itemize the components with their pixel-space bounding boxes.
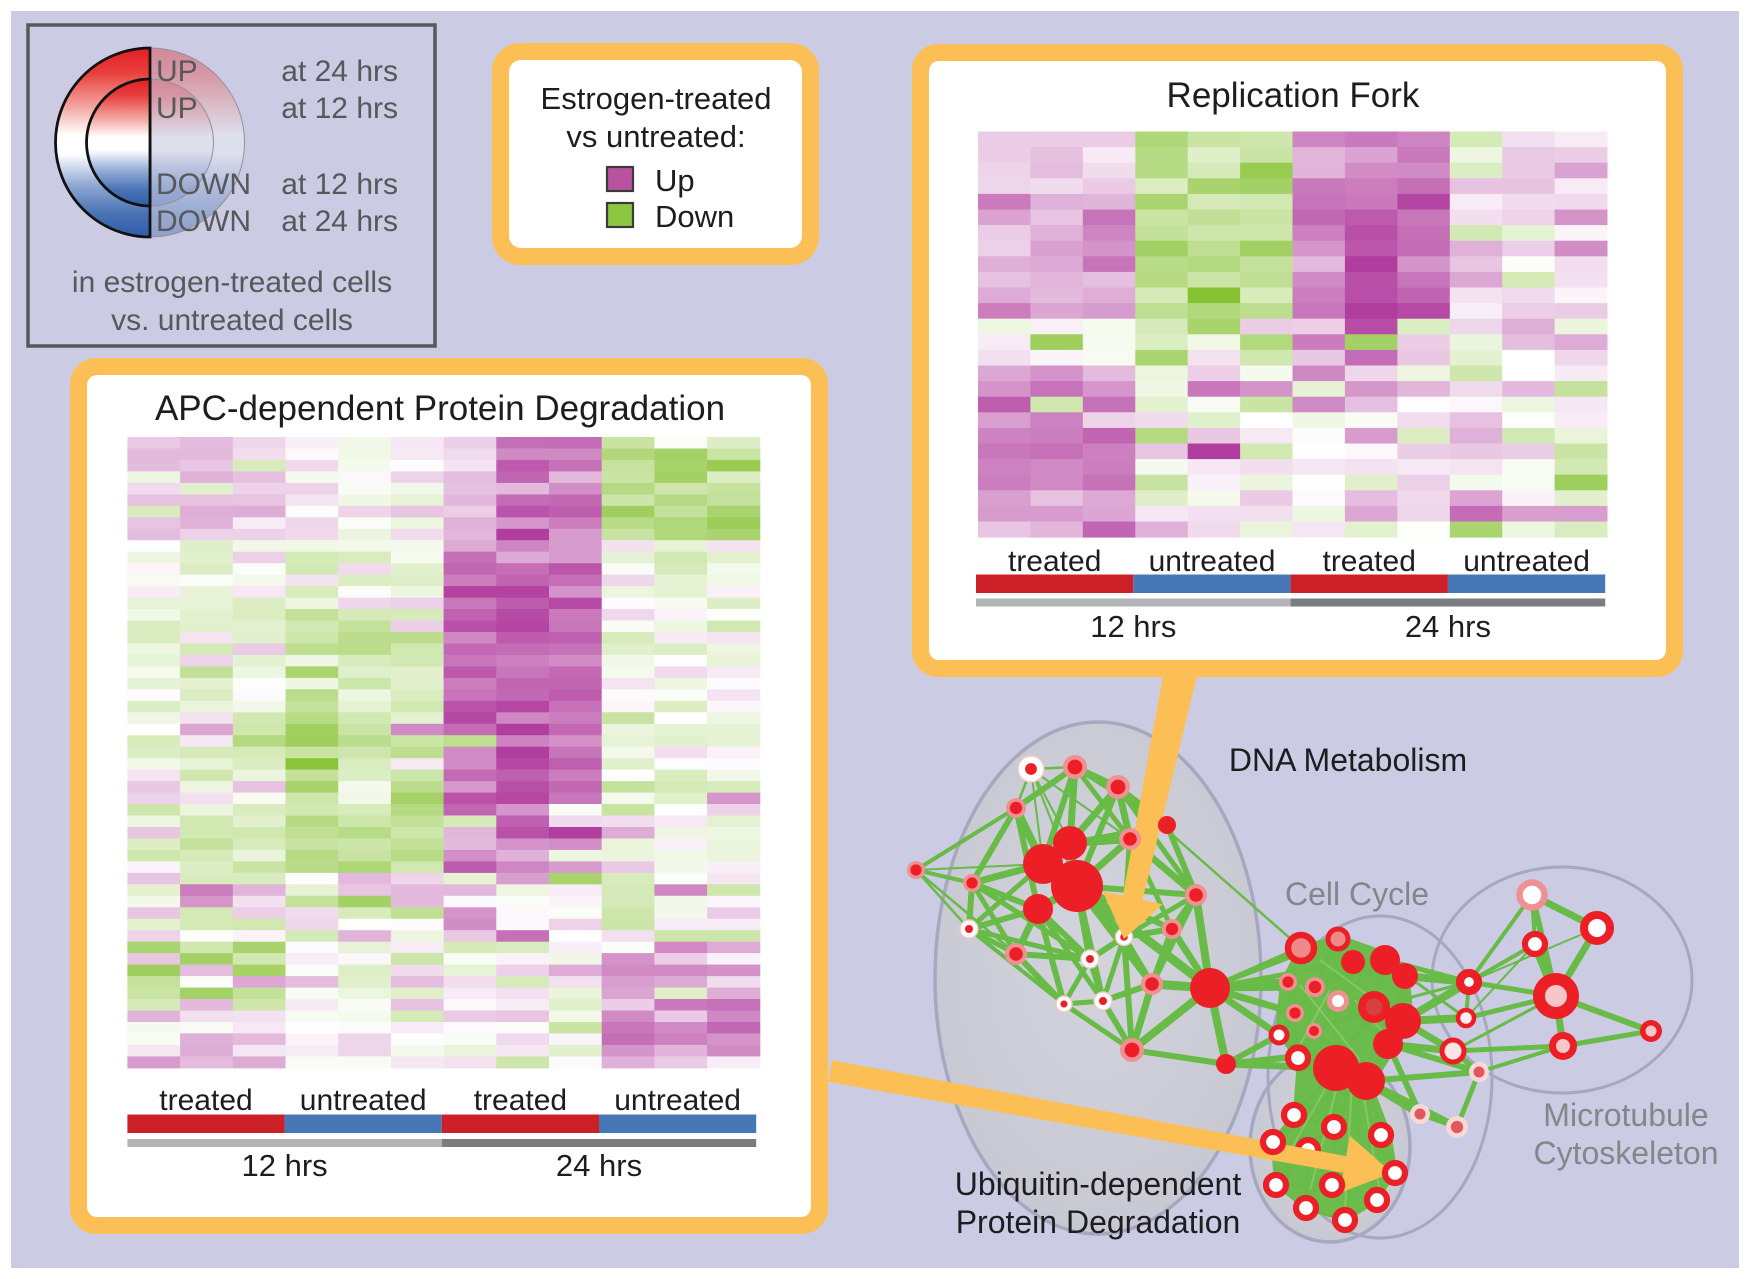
svg-text:at 12 hrs: at 12 hrs (281, 168, 398, 201)
svg-text:at 24 hrs: at 24 hrs (281, 205, 398, 238)
svg-text:treated: treated (1322, 545, 1415, 578)
svg-text:Up: Up (655, 163, 695, 198)
svg-text:Microtubule: Microtubule (1543, 1097, 1708, 1133)
svg-text:treated: treated (159, 1084, 252, 1117)
svg-text:vs untreated:: vs untreated: (566, 119, 745, 154)
svg-text:at 24 hrs: at 24 hrs (281, 55, 398, 88)
svg-text:DNA Metabolism: DNA Metabolism (1229, 742, 1467, 778)
svg-text:at 12 hrs: at 12 hrs (281, 92, 398, 125)
svg-text:treated: treated (1008, 545, 1101, 578)
svg-text:12 hrs: 12 hrs (1090, 609, 1176, 644)
svg-text:untreated: untreated (1149, 545, 1276, 578)
svg-text:Ubiquitin-dependent: Ubiquitin-dependent (955, 1166, 1242, 1202)
svg-text:in estrogen-treated cells: in estrogen-treated cells (72, 266, 392, 299)
svg-text:treated: treated (474, 1084, 567, 1117)
svg-text:Estrogen-treated: Estrogen-treated (541, 81, 772, 116)
svg-text:Cytoskeleton: Cytoskeleton (1534, 1135, 1719, 1171)
svg-text:24 hrs: 24 hrs (556, 1148, 642, 1183)
svg-text:untreated: untreated (300, 1084, 427, 1117)
svg-text:DOWN: DOWN (156, 205, 251, 238)
svg-text:24 hrs: 24 hrs (1405, 609, 1491, 644)
svg-text:Replication Fork: Replication Fork (1167, 76, 1420, 115)
svg-text:Cell Cycle: Cell Cycle (1285, 876, 1429, 912)
svg-text:DOWN: DOWN (156, 168, 251, 201)
svg-text:Down: Down (655, 199, 734, 234)
svg-text:untreated: untreated (1463, 545, 1590, 578)
svg-text:12 hrs: 12 hrs (242, 1148, 328, 1183)
svg-text:APC-dependent Protein Degradat: APC-dependent Protein Degradation (155, 389, 725, 428)
svg-text:vs. untreated cells: vs. untreated cells (111, 304, 353, 337)
svg-text:Protein Degradation: Protein Degradation (956, 1204, 1241, 1240)
svg-text:untreated: untreated (614, 1084, 741, 1117)
svg-text:UP: UP (156, 92, 198, 125)
svg-text:UP: UP (156, 55, 198, 88)
